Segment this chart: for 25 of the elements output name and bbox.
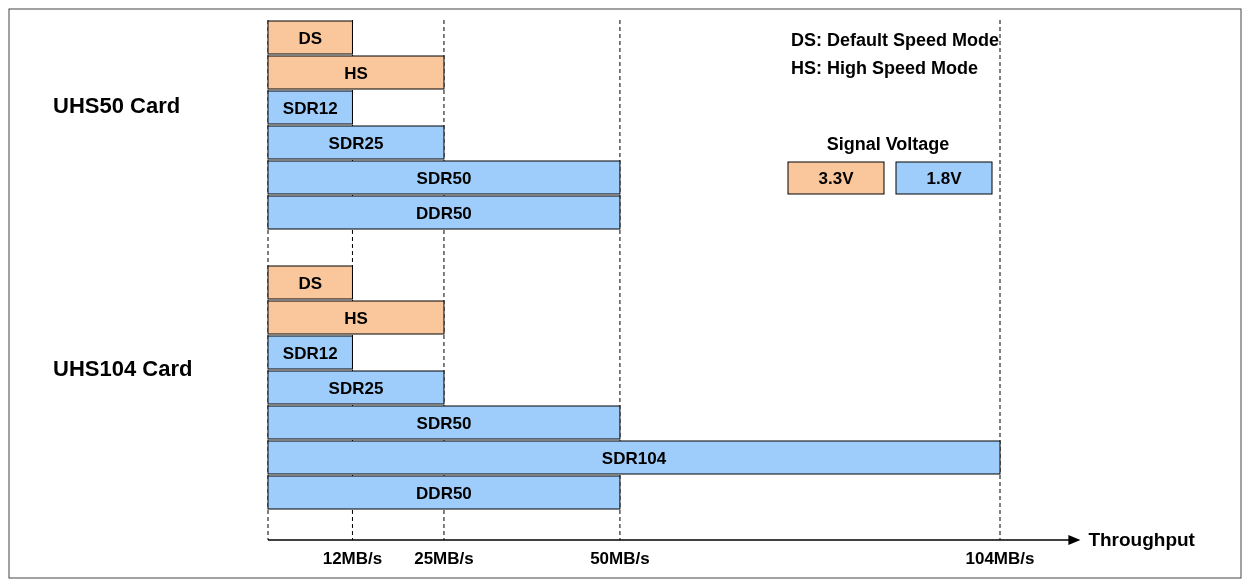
x-tick-label: 104MB/s <box>965 549 1035 568</box>
y-tick-label: SDR50 <box>416 168 472 188</box>
y-tick-label: DS <box>298 273 323 293</box>
y-tick-label: SDR104 <box>601 448 667 468</box>
annotation: DS: Default Speed Mode <box>791 30 1000 50</box>
y-tick-label: SDR25 <box>328 378 384 398</box>
text: UHS50 Card <box>53 93 181 118</box>
legend-swatch: 3.3V <box>787 161 885 195</box>
legend-swatch: 1.8V <box>895 161 993 195</box>
y-tick-label: SDR50 <box>416 413 472 433</box>
text: UHS104 Card <box>53 355 193 381</box>
x-tick-label: 25MB/s <box>414 549 474 568</box>
x-tick-label: 50MB/s <box>590 549 650 568</box>
y-tick-label: HS <box>344 308 368 328</box>
y-tick-label: HS <box>344 63 368 83</box>
y-tick-label: DS <box>298 28 323 48</box>
x-axis-title: Throughput <box>1088 529 1196 550</box>
legend-title: Signal Voltage <box>826 134 950 154</box>
x-tick-label: 12MB/s <box>322 549 383 568</box>
y-tick-label: SDR12 <box>282 343 338 363</box>
annotation: HS: High Speed Mode <box>791 58 979 78</box>
y-tick-label: DDR50 <box>416 203 472 223</box>
y-tick-label: SDR12 <box>282 98 338 118</box>
y-tick-label: SDR25 <box>328 133 384 153</box>
y-tick-label: DDR50 <box>416 483 472 503</box>
